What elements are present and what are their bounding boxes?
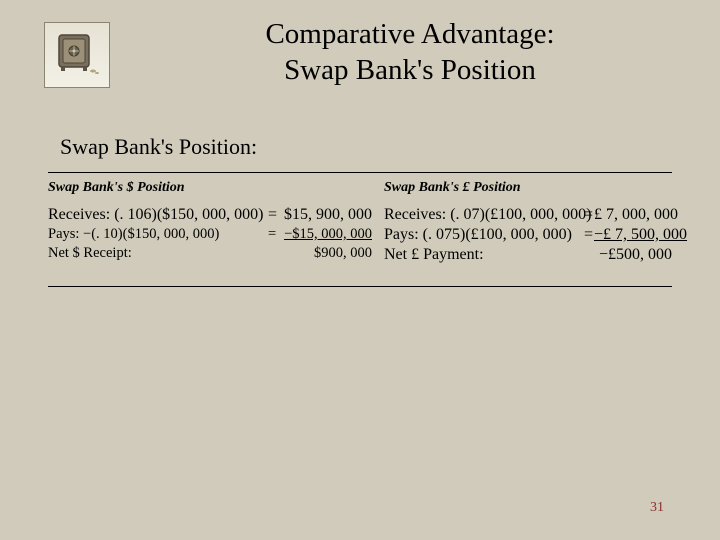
row-label: Net £ Payment:	[384, 246, 580, 264]
row-label: Receives: (. 106)($150, 000, 000)	[48, 206, 264, 224]
row-value: −£500, 000	[594, 246, 672, 264]
row-value: −£ 7, 500, 000	[594, 226, 672, 244]
title-line-1: Comparative Advantage:	[160, 16, 660, 52]
left-column: Receives: (. 106)($150, 000, 000) = $15,…	[48, 206, 384, 266]
row-label: Receives: (. 07)(£100, 000, 000)	[384, 206, 580, 224]
rule-bottom	[48, 286, 672, 287]
row-value: $900, 000	[264, 245, 372, 262]
row-eq: =	[264, 226, 280, 243]
row-label: Pays: (. 075)(£100, 000, 000)	[384, 226, 580, 244]
title-line-2: Swap Bank's Position	[160, 52, 660, 88]
table-row: Pays: −(. 10)($150, 000, 000) = −$15, 00…	[48, 226, 384, 243]
rule-top	[48, 172, 672, 173]
row-value: $15, 900, 000	[280, 206, 372, 224]
title-icon-box	[44, 22, 110, 88]
safe-icon	[53, 31, 101, 79]
right-column-heading: Swap Bank's £ Position	[384, 180, 521, 195]
row-label: Net $ Receipt:	[48, 245, 264, 262]
table-row: Net $ Receipt: $900, 000	[48, 245, 384, 262]
section-heading: Swap Bank's Position:	[60, 134, 257, 160]
row-eq: =	[264, 206, 280, 224]
page-number: 31	[650, 500, 664, 516]
row-value: −$15, 000, 000	[280, 226, 372, 243]
table-row: Receives: (. 106)($150, 000, 000) = $15,…	[48, 206, 384, 224]
data-area: Receives: (. 106)($150, 000, 000) = $15,…	[48, 206, 672, 266]
table-row: Receives: (. 07)(£100, 000, 000) = £ 7, …	[384, 206, 672, 224]
slide: Comparative Advantage: Swap Bank's Posit…	[0, 0, 720, 540]
right-column: Receives: (. 07)(£100, 000, 000) = £ 7, …	[384, 206, 672, 266]
left-column-heading: Swap Bank's $ Position	[48, 180, 185, 195]
column-headings: Swap Bank's $ Position Swap Bank's £ Pos…	[48, 178, 672, 196]
table-row: Net £ Payment: −£500, 000	[384, 246, 672, 264]
row-eq: =	[580, 226, 594, 244]
row-label: Pays: −(. 10)($150, 000, 000)	[48, 226, 264, 243]
row-eq: =	[580, 206, 594, 224]
table-row: Pays: (. 075)(£100, 000, 000) = −£ 7, 50…	[384, 226, 672, 244]
slide-title: Comparative Advantage: Swap Bank's Posit…	[160, 16, 660, 89]
row-value: £ 7, 000, 000	[594, 206, 672, 224]
